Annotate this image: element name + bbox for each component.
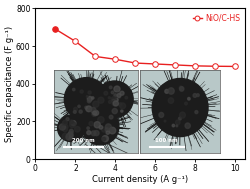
Y-axis label: Specific capacitance (F g⁻¹): Specific capacitance (F g⁻¹) [5, 26, 14, 142]
Legend: NiO/C-HS: NiO/C-HS [191, 12, 241, 24]
X-axis label: Current density (A g⁻¹): Current density (A g⁻¹) [92, 175, 188, 184]
